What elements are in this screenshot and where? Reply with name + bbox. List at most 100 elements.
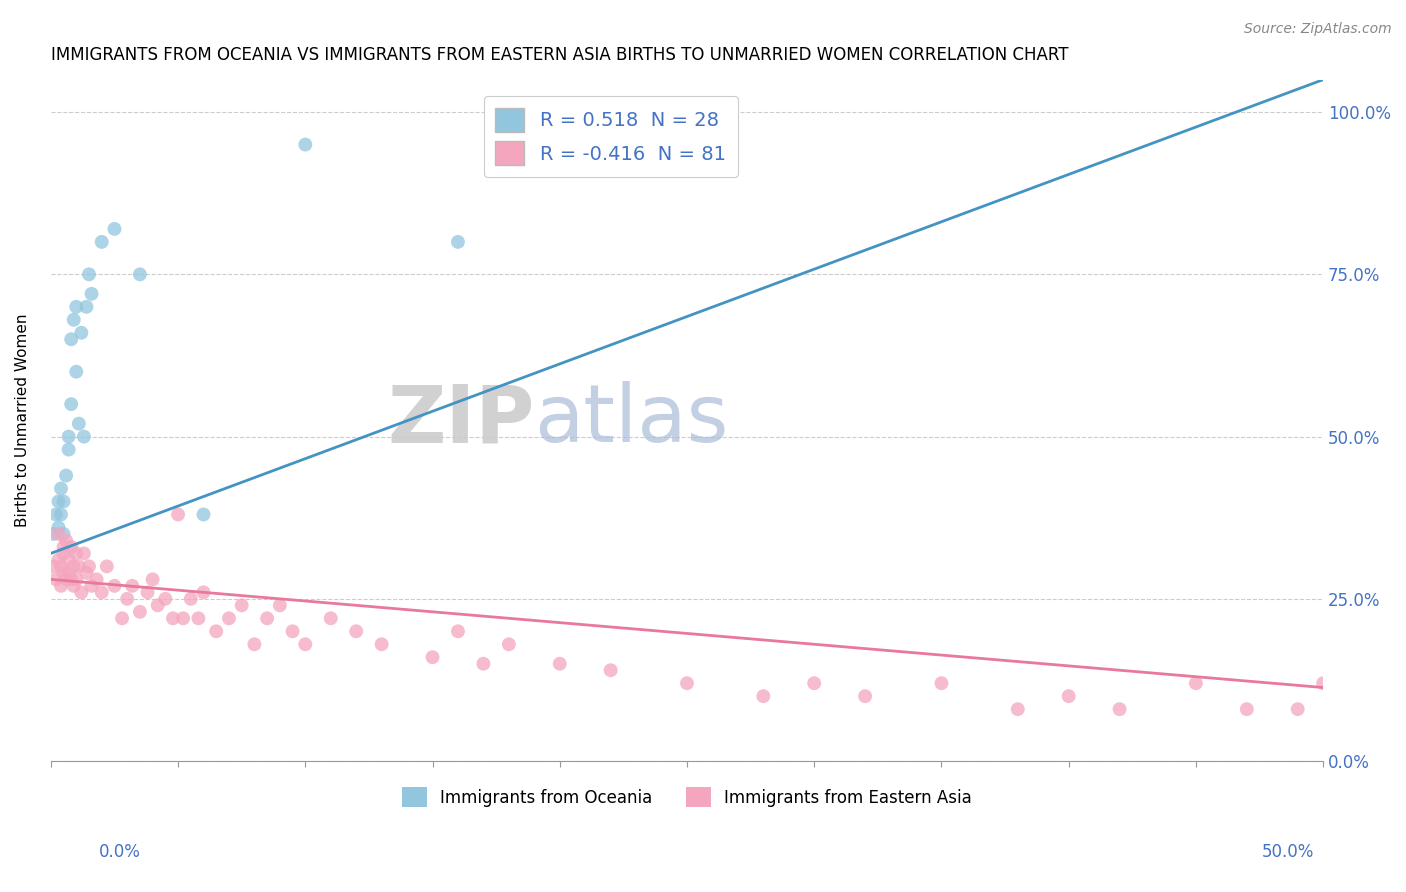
Point bbox=[86, 573, 108, 587]
Point bbox=[55, 468, 77, 483]
Point bbox=[803, 676, 825, 690]
Point bbox=[77, 559, 100, 574]
Point bbox=[281, 624, 304, 639]
Point bbox=[111, 611, 134, 625]
Point bbox=[73, 546, 96, 560]
Point bbox=[115, 591, 138, 606]
Point bbox=[931, 676, 953, 690]
Point bbox=[58, 553, 80, 567]
Text: 50.0%: 50.0% bbox=[1263, 843, 1315, 861]
Point bbox=[294, 137, 316, 152]
Point bbox=[49, 559, 72, 574]
Point bbox=[55, 533, 77, 548]
Point bbox=[60, 573, 83, 587]
Point bbox=[80, 579, 103, 593]
Point bbox=[70, 585, 93, 599]
Point bbox=[96, 559, 118, 574]
Point bbox=[49, 482, 72, 496]
Point bbox=[52, 494, 75, 508]
Point bbox=[103, 579, 125, 593]
Point bbox=[121, 579, 143, 593]
Point bbox=[60, 540, 83, 554]
Point bbox=[344, 624, 367, 639]
Point bbox=[49, 508, 72, 522]
Point bbox=[52, 546, 75, 560]
Point bbox=[1007, 702, 1029, 716]
Point bbox=[243, 637, 266, 651]
Point bbox=[52, 527, 75, 541]
Point bbox=[142, 573, 165, 587]
Point bbox=[48, 527, 70, 541]
Point bbox=[75, 300, 97, 314]
Point bbox=[447, 624, 470, 639]
Point bbox=[447, 235, 470, 249]
Point bbox=[1286, 702, 1309, 716]
Point bbox=[162, 611, 184, 625]
Point bbox=[58, 442, 80, 457]
Point bbox=[45, 508, 67, 522]
Point bbox=[256, 611, 278, 625]
Point bbox=[422, 650, 444, 665]
Point bbox=[167, 508, 190, 522]
Point bbox=[472, 657, 495, 671]
Point bbox=[205, 624, 228, 639]
Point bbox=[62, 559, 84, 574]
Point bbox=[853, 689, 876, 703]
Point bbox=[52, 566, 75, 580]
Point bbox=[146, 599, 169, 613]
Point bbox=[48, 494, 70, 508]
Point bbox=[67, 417, 90, 431]
Point bbox=[752, 689, 775, 703]
Point bbox=[67, 559, 90, 574]
Point bbox=[77, 268, 100, 282]
Point bbox=[45, 573, 67, 587]
Point bbox=[1057, 689, 1080, 703]
Point bbox=[1337, 702, 1360, 716]
Point bbox=[1185, 676, 1208, 690]
Text: IMMIGRANTS FROM OCEANIA VS IMMIGRANTS FROM EASTERN ASIA BIRTHS TO UNMARRIED WOME: IMMIGRANTS FROM OCEANIA VS IMMIGRANTS FR… bbox=[51, 46, 1069, 64]
Text: ZIP: ZIP bbox=[387, 382, 534, 459]
Point bbox=[58, 566, 80, 580]
Point bbox=[193, 585, 215, 599]
Text: Source: ZipAtlas.com: Source: ZipAtlas.com bbox=[1244, 22, 1392, 37]
Point bbox=[60, 397, 83, 411]
Point bbox=[1388, 689, 1406, 703]
Point bbox=[155, 591, 177, 606]
Point bbox=[48, 520, 70, 534]
Point bbox=[65, 365, 87, 379]
Text: 0.0%: 0.0% bbox=[98, 843, 141, 861]
Point bbox=[58, 429, 80, 443]
Point bbox=[55, 573, 77, 587]
Point bbox=[65, 300, 87, 314]
Point bbox=[294, 637, 316, 651]
Point bbox=[1236, 702, 1258, 716]
Point bbox=[187, 611, 209, 625]
Point bbox=[42, 527, 65, 541]
Point bbox=[1108, 702, 1130, 716]
Point bbox=[136, 585, 159, 599]
Point bbox=[128, 268, 150, 282]
Point bbox=[231, 599, 253, 613]
Point bbox=[548, 657, 571, 671]
Point bbox=[90, 585, 112, 599]
Point bbox=[599, 663, 621, 677]
Y-axis label: Births to Unmarried Women: Births to Unmarried Women bbox=[15, 314, 30, 527]
Point bbox=[80, 286, 103, 301]
Point bbox=[62, 579, 84, 593]
Point bbox=[180, 591, 202, 606]
Point bbox=[48, 553, 70, 567]
Point bbox=[676, 676, 699, 690]
Point bbox=[1362, 722, 1385, 736]
Point bbox=[70, 326, 93, 340]
Point bbox=[172, 611, 194, 625]
Point bbox=[60, 332, 83, 346]
Point bbox=[52, 540, 75, 554]
Point bbox=[103, 222, 125, 236]
Point bbox=[49, 579, 72, 593]
Point bbox=[42, 559, 65, 574]
Point bbox=[62, 312, 84, 326]
Point bbox=[269, 599, 291, 613]
Point bbox=[193, 508, 215, 522]
Point bbox=[498, 637, 520, 651]
Point bbox=[75, 566, 97, 580]
